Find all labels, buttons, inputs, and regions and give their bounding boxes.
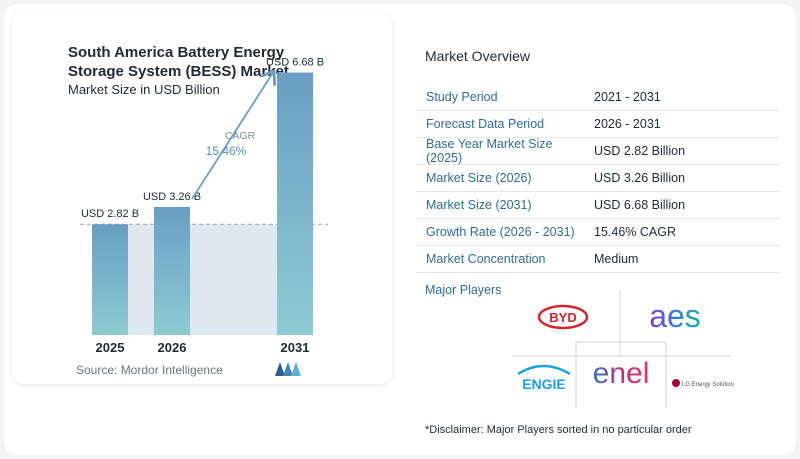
x-tick-label: 2025	[96, 340, 125, 355]
byd-logo: BYD	[537, 304, 589, 330]
overview-title: Market Overview	[425, 48, 531, 64]
bar-chart: USD 2.82 B 2025 USD 3.26 B 2026 USD 6.68 B 20…	[80, 57, 328, 355]
bar-value-label: USD 6.68 B	[266, 57, 324, 69]
lg-logo-text: LG Energy Solution	[682, 382, 734, 388]
enel-logo: enel	[593, 357, 650, 390]
cagr-label: CAGR	[225, 130, 256, 142]
overview-row-value: 15.46% CAGR	[594, 225, 676, 239]
overview-row-label: Market Size (2026)	[426, 171, 532, 185]
aes-logo-text: aes	[649, 298, 701, 334]
overview-row-value: 2026 - 2031	[594, 117, 661, 131]
bar-value-label: USD 3.26 B	[143, 191, 201, 203]
bar-2031	[277, 72, 313, 336]
overview-row-label: Forecast Data Period	[426, 117, 545, 131]
overview-row-label: Market Concentration	[426, 252, 546, 266]
engie-logo: ENGIE	[517, 364, 571, 392]
cagr-arrow	[191, 73, 273, 200]
overview-row-value: Medium	[594, 252, 639, 266]
cagr-value: 15.46%	[206, 144, 247, 158]
source-text: Source: Mordor Intelligence	[76, 363, 223, 377]
overview-row-value: USD 6.68 Billion	[594, 198, 686, 212]
overview-row-label: Study Period	[426, 90, 498, 104]
bar-2025	[92, 224, 128, 335]
overview-row: Market Concentration Medium	[416, 246, 780, 273]
engie-logo-text: ENGIE	[522, 376, 566, 392]
overview-row-value: USD 3.26 Billion	[594, 171, 686, 185]
chart-title: South America Battery Energy Storage Sys…	[68, 44, 289, 80]
overview-row: Market Size (2031) USD 6.68 Billion	[416, 192, 780, 219]
byd-logo-text: BYD	[549, 310, 576, 325]
overview-row: Forecast Data Period 2026 - 2031	[416, 111, 780, 138]
overview-row-label: Market Size (2031)	[426, 198, 532, 212]
bar-2026	[154, 206, 190, 335]
disclaimer: *Disclaimer: Major Players sorted in no …	[425, 424, 692, 436]
x-tick-label: 2031	[281, 340, 310, 355]
overview-row-label: Growth Rate (2026 - 2031)	[426, 225, 575, 239]
players-title: Major Players	[425, 283, 502, 297]
mordor-logo-icon	[275, 362, 301, 376]
overview-row-value: USD 2.82 Billion	[594, 144, 686, 158]
bar-value-label: USD 2.82 B	[81, 208, 139, 220]
overview-row: Market Size (2026) USD 3.26 Billion	[416, 165, 780, 192]
overview-row: Study Period 2021 - 2031	[416, 84, 780, 111]
overview-row-value: 2021 - 2031	[594, 90, 661, 104]
overview-row: Growth Rate (2026 - 2031) 15.46% CAGR	[416, 219, 780, 246]
overview-row-label: Base Year Market Size (2025)	[426, 137, 553, 165]
enel-logo-text: enel	[593, 357, 650, 390]
aes-logo: aes	[649, 298, 701, 334]
overview-table: Study Period 2021 - 2031 Forecast Data Per…	[416, 84, 780, 273]
lg-energy-logo: LG Energy Solution	[672, 379, 734, 388]
chart-subtitle: Market Size in USD Billion	[68, 82, 220, 97]
overview-row: Base Year Market Size (2025) USD 2.82 Bil…	[416, 137, 780, 165]
x-tick-label: 2026	[158, 340, 187, 355]
